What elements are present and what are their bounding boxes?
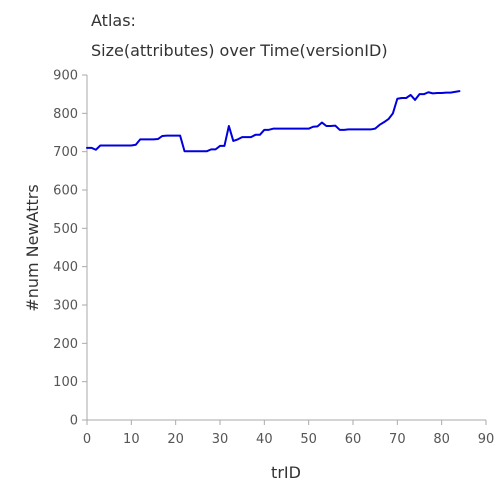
x-tick-label: 30 xyxy=(212,432,229,447)
plot-area xyxy=(86,90,461,153)
x-tick-label: 80 xyxy=(433,432,450,447)
y-tick-label: 600 xyxy=(53,184,78,199)
y-tick-label: 100 xyxy=(53,375,78,390)
y-tick-label: 700 xyxy=(53,145,78,160)
series-line xyxy=(86,90,461,153)
y-tick-label: 500 xyxy=(53,222,78,237)
y-tick-label: 400 xyxy=(53,260,78,275)
x-tick-label: 10 xyxy=(123,432,140,447)
x-tick-label: 90 xyxy=(478,432,495,447)
axes: 0 100 200 300 400 500 600 700 800 900 0 10 20 30 40 50 6… xyxy=(53,69,494,448)
chart-title-line-2: Size(attributes) over Time(versionID) xyxy=(91,41,388,60)
x-tick-label: 70 xyxy=(389,432,406,447)
y-tick-label: 300 xyxy=(53,299,78,314)
y-axis-label: #num NewAttrs xyxy=(23,184,42,311)
x-tick-label: 40 xyxy=(256,432,273,447)
x-tick-label: 20 xyxy=(167,432,184,447)
y-tick-label: 800 xyxy=(53,107,78,122)
y-tick-label: 900 xyxy=(53,69,78,84)
y-tick-label: 0 xyxy=(70,414,78,429)
x-tick-label: 60 xyxy=(345,432,362,447)
x-tick-label: 50 xyxy=(300,432,317,447)
x-axis-label: trID xyxy=(271,463,301,482)
y-tick-label: 200 xyxy=(53,337,78,352)
chart-title-line-1: Atlas: xyxy=(91,11,136,30)
x-tick-label: 0 xyxy=(83,432,91,447)
